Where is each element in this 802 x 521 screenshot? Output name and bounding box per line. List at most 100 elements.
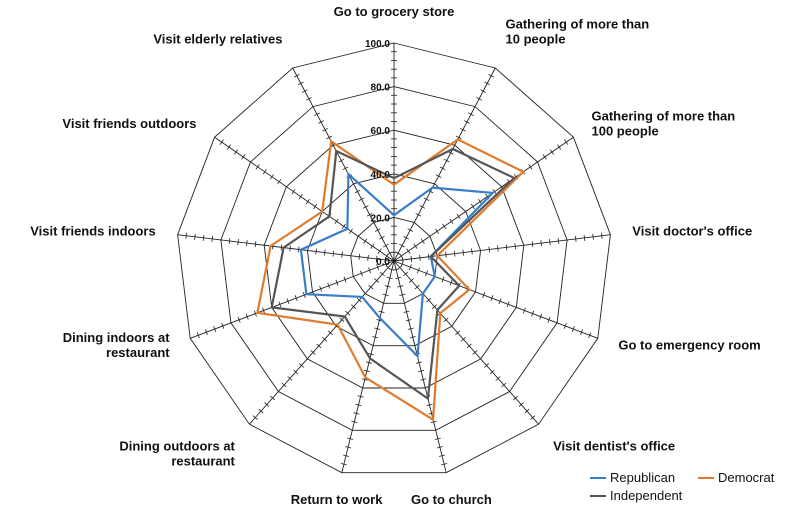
minor-tick [253, 310, 257, 317]
minor-tick [262, 169, 267, 175]
minor-tick [488, 73, 495, 78]
minor-tick [408, 278, 414, 283]
minor-tick [354, 189, 361, 194]
minor-tick [547, 316, 551, 323]
minor-tick [368, 284, 374, 290]
minor-tick [549, 239, 551, 246]
minor-tick [445, 251, 447, 258]
legend-swatch-republican [590, 476, 606, 479]
minor-tick [327, 330, 333, 336]
axis-label-6: Go to church [411, 492, 492, 507]
minor-tick [580, 329, 583, 336]
legend-label-republican: Republican [610, 470, 676, 485]
minor-tick [420, 238, 425, 244]
minor-tick [442, 223, 447, 230]
minor-tick [226, 144, 231, 150]
minor-tick [403, 271, 409, 277]
minor-tick [514, 243, 516, 250]
minor-tick [341, 223, 346, 230]
minor-tick [362, 205, 369, 209]
minor-tick [298, 246, 300, 253]
minor-tick [358, 197, 365, 201]
minor-tick [262, 307, 265, 314]
minor-tick [443, 317, 449, 323]
minor-tick [347, 437, 354, 440]
minor-tick [530, 415, 536, 420]
tick-label-100.0: 100.0 [365, 39, 390, 50]
spoke-11 [214, 136, 395, 262]
minor-tick [419, 205, 426, 209]
minor-tick [427, 253, 430, 260]
spoke-2 [393, 136, 574, 262]
minor-tick [399, 293, 406, 296]
tick-label-0.0: 0.0 [376, 257, 390, 268]
legend-label-democrat: Democrat [718, 470, 775, 485]
minor-tick [302, 292, 306, 298]
minor-tick [313, 203, 318, 210]
spoke-12 [292, 67, 395, 262]
minor-tick [588, 332, 592, 339]
minor-tick [484, 363, 490, 368]
minor-tick [289, 245, 291, 252]
minor-tick [438, 454, 446, 457]
minor-tick [246, 240, 248, 247]
minor-tick [501, 382, 507, 388]
minor-tick [194, 233, 196, 240]
axis-label-1: Gathering of more than 10 people [506, 17, 650, 47]
minor-tick [314, 112, 320, 117]
minor-tick [397, 285, 404, 288]
minor-tick [278, 301, 282, 308]
minor-tick [368, 267, 371, 274]
minor-tick [270, 395, 276, 401]
minor-tick [293, 73, 300, 78]
minor-tick [202, 234, 205, 241]
minor-tick [205, 329, 208, 336]
minor-tick [408, 264, 412, 271]
minor-tick [539, 313, 543, 320]
minor-tick [310, 350, 316, 355]
axis-label-7: Return to work [291, 492, 383, 507]
legend-item-republican: Republican [590, 470, 675, 485]
minor-tick [306, 97, 312, 101]
minor-tick [361, 378, 368, 381]
minor-tick [228, 238, 231, 245]
minor-tick [372, 336, 379, 339]
minor-tick [425, 270, 429, 277]
tick-label-40.0: 40.0 [371, 170, 391, 181]
minor-tick [528, 164, 533, 170]
axis-label-10: Visit friends indoors [30, 224, 155, 239]
minor-tick [332, 250, 335, 257]
minor-tick [476, 97, 482, 101]
minor-tick [387, 251, 393, 256]
axis-label-0: Go to grocery store [334, 4, 455, 19]
minor-tick [518, 402, 524, 407]
minor-tick [258, 408, 264, 414]
minor-tick [441, 276, 445, 283]
axis-label-4: Go to emergency room [618, 338, 760, 353]
minor-tick [456, 213, 461, 220]
minor-tick [583, 234, 586, 241]
minor-tick [420, 378, 427, 381]
minor-tick [291, 188, 296, 195]
minor-tick [460, 127, 466, 132]
minor-tick [484, 81, 491, 86]
minor-tick [439, 166, 446, 171]
minor-tick [366, 212, 373, 217]
minor-tick [234, 149, 239, 155]
minor-tick [455, 330, 461, 336]
minor-tick [365, 361, 372, 364]
radar-series [256, 138, 526, 422]
minor-tick [592, 233, 594, 240]
minor-tick [375, 255, 378, 262]
minor-tick [524, 408, 530, 414]
minor-tick [557, 238, 560, 245]
minor-tick [315, 248, 317, 255]
spoke-5 [393, 260, 539, 425]
minor-tick [297, 81, 304, 86]
minor-tick [340, 463, 347, 466]
minor-tick [480, 89, 486, 93]
minor-tick [409, 336, 416, 339]
minor-tick [575, 235, 577, 242]
minor-tick [415, 212, 422, 217]
